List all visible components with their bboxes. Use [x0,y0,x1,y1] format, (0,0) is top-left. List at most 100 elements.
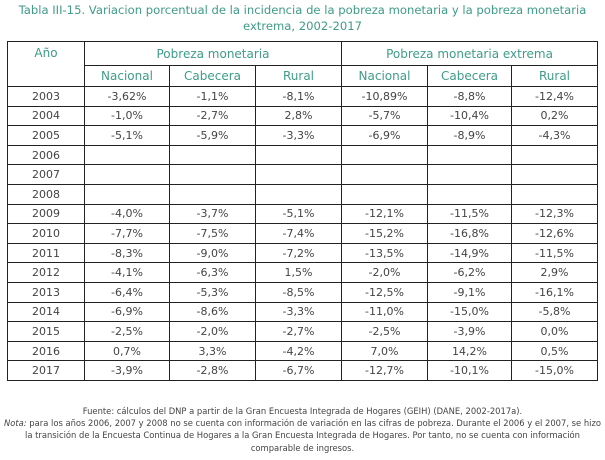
value-cell: -12,7% [341,360,428,381]
value-cell [255,144,342,166]
value-cell [427,164,512,185]
value-cell: -1,1% [169,86,256,107]
year-cell: 2010 [7,223,85,244]
value-cell [255,164,342,185]
value-cell: -3,7% [169,203,256,225]
value-cell: -7,2% [255,242,342,264]
table-row: 2009 -4,0% -3,7% -5,1% -12,1% -11,5% -12,3% [7,203,599,225]
value-cell: -14,9% [427,242,512,264]
table-row: 2007 [7,164,599,185]
value-cell: -9,0% [169,242,256,264]
value-cell: -2,8% [169,360,256,381]
year-cell: 2007 [7,164,85,185]
value-cell: -3,62% [84,86,170,107]
value-cell: -5,1% [255,203,342,225]
note-text: para los años 2006, 2007 y 2008 no se cu… [25,418,601,453]
value-cell: -5,9% [169,125,256,146]
value-cell: -12,6% [510,223,599,244]
header-pobreza-monetaria: Pobreza monetaria [84,41,342,66]
value-cell: -5,8% [510,301,599,323]
value-cell: 1,5% [255,262,342,283]
value-cell: -8,9% [427,125,512,146]
value-cell: -12,1% [341,203,428,225]
value-cell: -8,6% [169,301,256,323]
table-row: 2003 -3,62% -1,1% -8,1% -10,89% -8,8% -12,4% [7,86,599,107]
value-cell: -4,1% [84,262,170,283]
table-row: 2011 -8,3% -9,0% -7,2% -13,5% -14,9% -11,5% [7,242,599,264]
table-row: 2014 -6,9% -8,6% -3,3% -11,0% -15,0% -5,8% [7,301,599,323]
year-cell: 2015 [7,321,85,342]
value-cell: 2,8% [255,105,342,127]
value-cell: -6,3% [169,262,256,283]
note: Nota: para los años 2006, 2007 y 2008 no… [0,417,605,454]
value-cell: -8,8% [427,86,512,107]
table-row: 2005 -5,1% -5,9% -3,3% -6,9% -8,9% -4,3% [7,125,599,146]
value-cell [341,183,428,205]
value-cell: -6,2% [427,262,512,283]
value-cell [84,144,170,166]
value-cell: -9,1% [427,281,512,303]
value-cell [341,164,428,185]
table-row: 2004 -1,0% -2,7% 2,8% -5,7% -10,4% 0,2% [7,105,599,127]
value-cell: -5,3% [169,281,256,303]
value-cell: -15,0% [427,301,512,323]
value-cell: -2,0% [341,262,428,283]
year-cell: 2011 [7,242,85,264]
value-cell: -11,5% [427,203,512,225]
value-cell: -2,5% [84,321,170,342]
year-cell: 2004 [7,105,85,127]
value-cell: -7,5% [169,223,256,244]
value-cell [427,144,512,166]
value-cell: -11,0% [341,301,428,323]
value-cell: -1,0% [84,105,170,127]
table-footer: Fuente: cálculos del DNP a partir de la … [0,405,605,454]
table-row: 2006 [7,144,599,166]
header-year: Año [7,41,85,87]
value-cell: -15,0% [510,360,599,381]
value-cell: -3,3% [255,301,342,323]
value-cell [84,164,170,185]
subheader-nacional: Nacional [84,65,170,87]
value-cell: 7,0% [341,340,428,362]
value-cell: -8,5% [255,281,342,303]
value-cell: -7,7% [84,223,170,244]
poverty-table: Año Pobreza monetaria Pobreza monetaria … [7,41,599,381]
value-cell: -4,0% [84,203,170,225]
value-cell: 0,7% [84,340,170,362]
value-cell: -6,7% [255,360,342,381]
value-cell: -16,1% [510,281,599,303]
value-cell: -13,5% [341,242,428,264]
year-cell: 2006 [7,144,85,166]
subheader-nacional: Nacional [341,65,428,87]
table-row: 2010 -7,7% -7,5% -7,4% -15,2% -16,8% -12,6% [7,223,599,244]
value-cell: -12,3% [510,203,599,225]
year-cell: 2003 [7,86,85,107]
value-cell [169,164,256,185]
value-cell: -2,0% [169,321,256,342]
subheader-rural: Rural [510,65,599,87]
value-cell: -7,4% [255,223,342,244]
year-cell: 2017 [7,360,85,381]
table-row: 2017 -3,9% -2,8% -6,7% -12,7% -10,1% -15,0% [7,360,599,381]
value-cell: -3,3% [255,125,342,146]
value-cell: 3,3% [169,340,256,362]
value-cell: -10,1% [427,360,512,381]
value-cell: -11,5% [510,242,599,264]
value-cell: -3,9% [84,360,170,381]
value-cell [341,144,428,166]
value-cell: -4,2% [255,340,342,362]
value-cell: -2,7% [255,321,342,342]
value-cell: 0,5% [510,340,599,362]
value-cell: -4,3% [510,125,599,146]
year-cell: 2013 [7,281,85,303]
subheader-rural: Rural [255,65,342,87]
year-cell: 2016 [7,340,85,362]
year-cell: 2005 [7,125,85,146]
value-cell: 0,2% [510,105,599,127]
year-cell: 2009 [7,203,85,225]
year-cell: 2008 [7,183,85,205]
value-cell [510,164,599,185]
source-note: Fuente: cálculos del DNP a partir de la … [82,406,523,416]
value-cell: -16,8% [427,223,512,244]
value-cell [510,144,599,166]
